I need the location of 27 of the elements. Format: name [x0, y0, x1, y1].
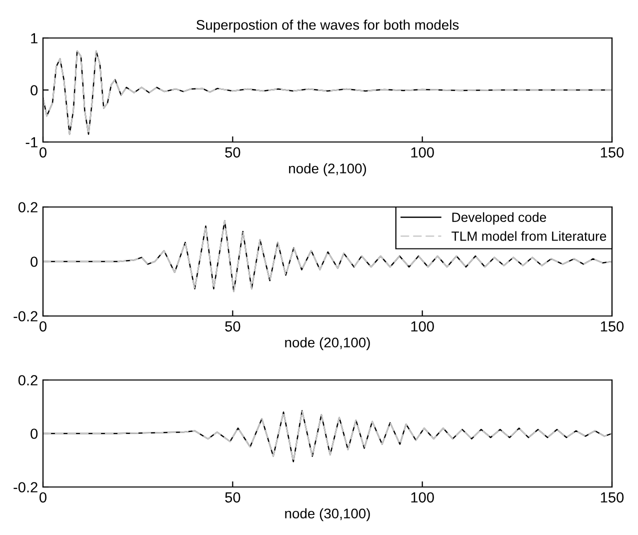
y-tick-label: -1 [26, 137, 38, 148]
y-tick-label: 0.2 [18, 202, 38, 212]
y-tick-label: 1 [31, 33, 38, 44]
x-axis-title: node (30,100) [285, 508, 370, 522]
x-tick-label: 100 [411, 147, 434, 158]
x-tick-label: 100 [411, 492, 434, 503]
x-tick-label: 0 [40, 321, 46, 332]
x-tick-label: 0 [40, 147, 46, 158]
x-tick-label: 150 [600, 492, 624, 503]
x-tick-label: 50 [225, 321, 240, 332]
x-tick-label: 150 [600, 147, 624, 158]
y-tick-label: 0 [30, 256, 38, 267]
legend-label: TLM model from Literature [452, 231, 606, 241]
x-axis-title: node (20,100) [285, 337, 370, 350]
x-tick-label: 150 [600, 321, 624, 332]
x-axis-title: node (2,100) [289, 163, 366, 176]
y-tick-label: -0.2 [14, 311, 38, 322]
y-tick-label: -0.2 [14, 482, 38, 492]
y-tick-label: 0.2 [18, 375, 38, 386]
x-tick-label: 50 [225, 147, 240, 158]
y-tick-label: 0 [30, 85, 38, 96]
legend-label: Developed code [452, 212, 546, 225]
y-tick-label: 0 [30, 428, 38, 439]
x-tick-label: 50 [225, 492, 240, 503]
x-tick-label: 0 [40, 492, 46, 503]
chart-title: Superpostion of the waves for both models [196, 20, 459, 33]
x-tick-label: 100 [411, 321, 434, 332]
